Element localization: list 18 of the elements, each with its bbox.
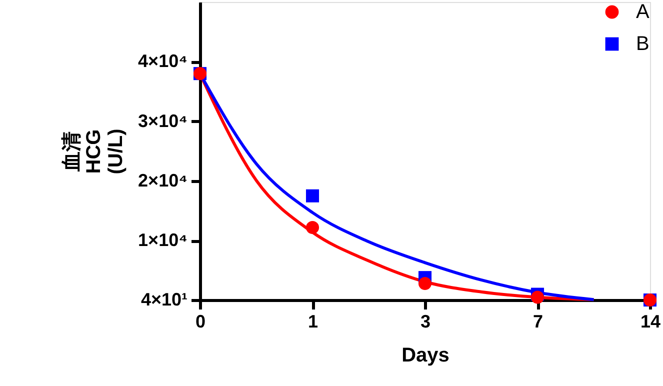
y-tick-label: 4×10¹ (140, 290, 188, 310)
x-tick-label: 7 (532, 312, 544, 332)
y-tick-label: 4×10⁴ (138, 51, 188, 72)
x-axis-title: Days (402, 344, 450, 366)
point (530, 290, 544, 304)
legend-label: B (636, 33, 650, 55)
x-tick-label: 14 (640, 312, 661, 332)
y-tick-label: 1×10⁴ (138, 230, 188, 250)
y-axis-title: 血清 HCG (U/L) (61, 128, 128, 174)
x-tick-label: 3 (420, 312, 431, 332)
x-tick-label: 0 (195, 312, 206, 332)
point (306, 189, 320, 202)
legend-label: A (636, 1, 650, 23)
point (306, 220, 320, 234)
point (418, 277, 432, 290)
y-tick-label: 3×10⁴ (138, 110, 188, 131)
x-tick-label: 1 (308, 312, 318, 332)
y-tick-label: 2×10⁴ (138, 170, 188, 190)
